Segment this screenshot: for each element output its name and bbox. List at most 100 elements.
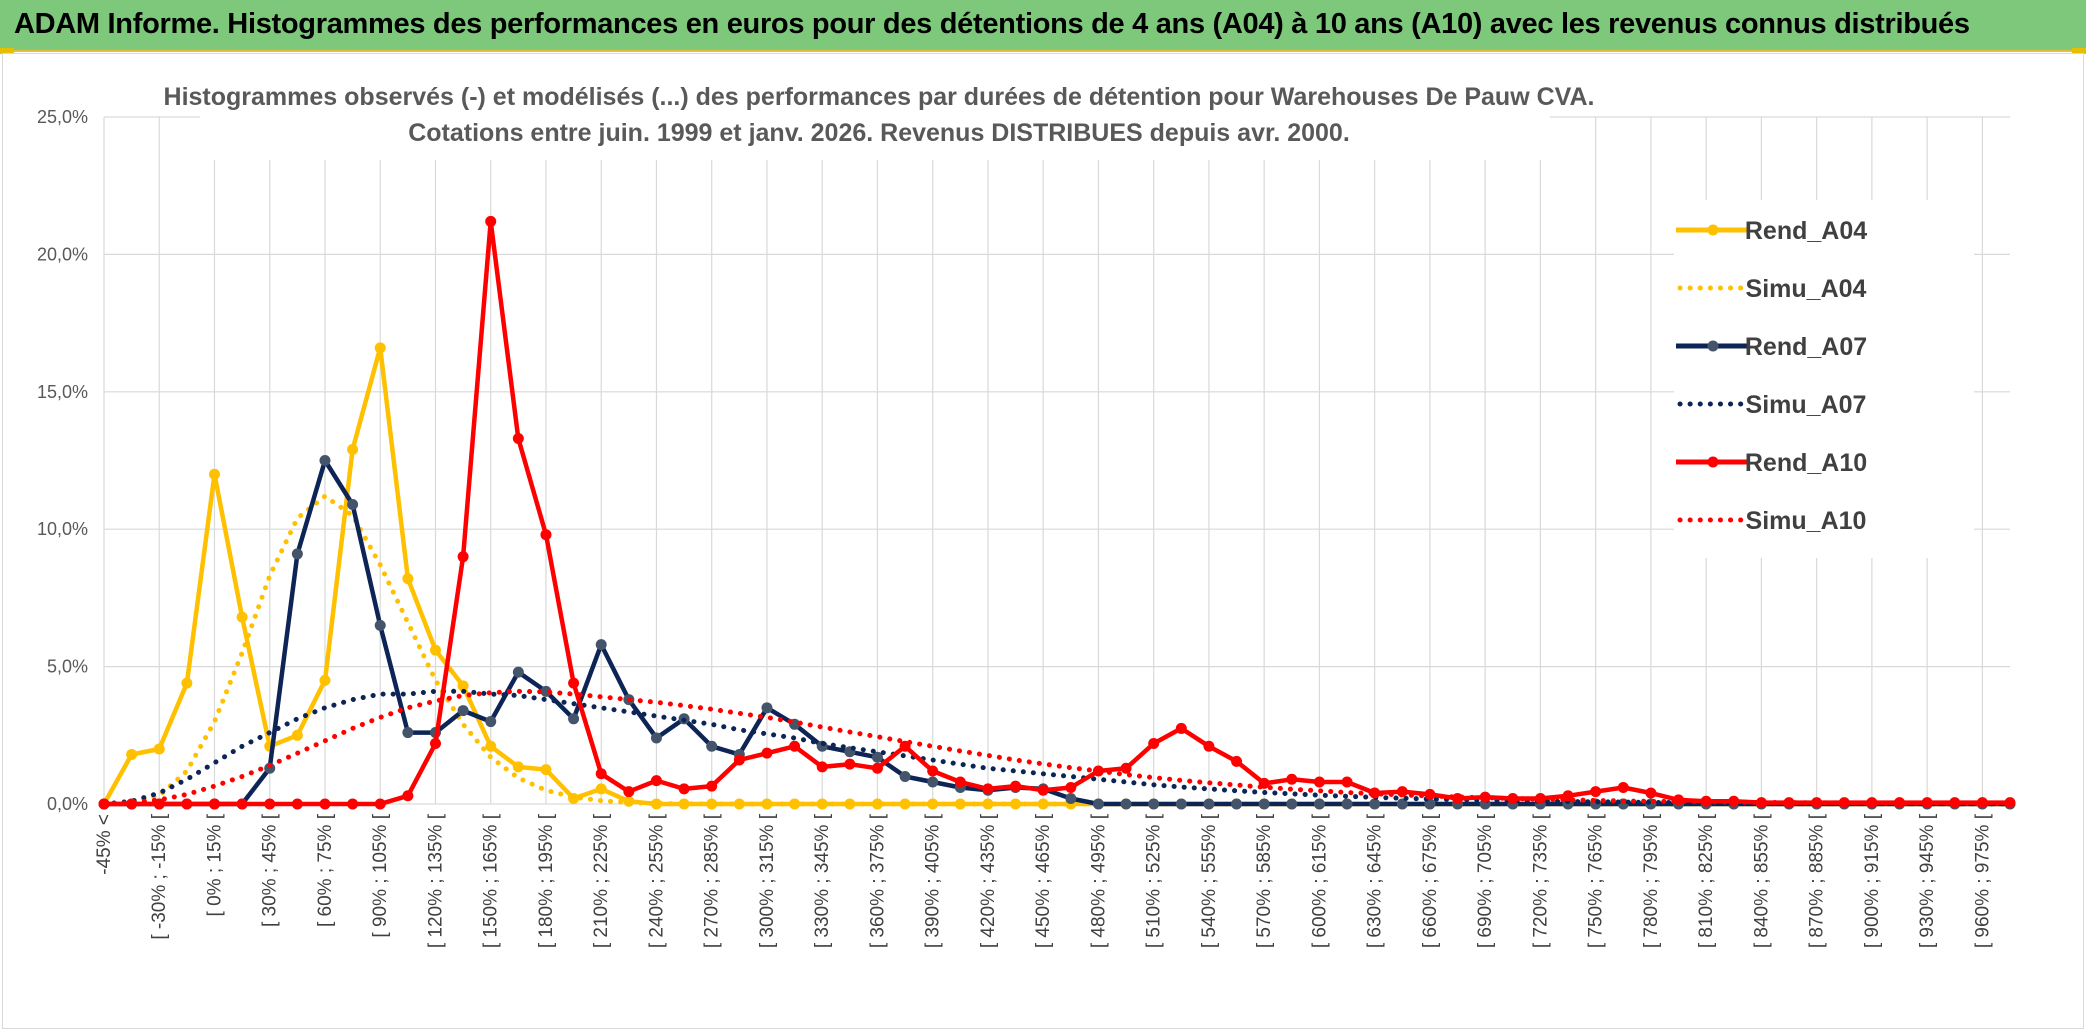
report-title: ADAM Informe. Histogrammes des performan…: [14, 8, 1970, 40]
data-point-rend_a10: [208, 798, 220, 810]
data-point-rend_a10: [429, 738, 441, 750]
data-point-rend_a10: [485, 215, 497, 227]
x-tick-label: [ 660% ; 675% [: [1420, 813, 1441, 948]
data-point-rend_a10: [512, 433, 524, 445]
legend-marker-rend_a04: [1707, 224, 1719, 236]
data-point-rend_a07: [457, 705, 469, 717]
data-point-rend_a10: [816, 761, 828, 773]
data-point-rend_a07: [1286, 798, 1298, 810]
data-point-rend_a07: [512, 666, 524, 678]
data-point-rend_a10: [623, 786, 635, 798]
data-point-rend_a04: [429, 644, 441, 656]
chart-legend: Rend_A04 Simu_A04 Rend_A07 Simu_A07 Rend_A10…: [1674, 200, 1974, 558]
x-tick-label: [ 450% ; 465% [: [1033, 813, 1054, 948]
x-tick-label: -45% <: [94, 814, 115, 875]
data-point-rend_a10: [678, 783, 690, 795]
data-point-rend_a07: [1175, 798, 1187, 810]
data-point-rend_a10: [1037, 784, 1049, 796]
data-point-rend_a04: [402, 573, 414, 585]
data-point-rend_a04: [181, 677, 193, 689]
x-tick-label: [ 630% ; 645% [: [1365, 813, 1386, 948]
x-tick-label: [ 150% ; 165% [: [481, 813, 502, 948]
data-point-rend_a10: [1203, 740, 1215, 752]
data-point-rend_a10: [1313, 776, 1325, 788]
data-point-rend_a10: [1231, 755, 1243, 767]
y-tick-label: 0,0%: [47, 794, 88, 814]
chart-series: [98, 215, 2016, 810]
x-tick-label: [ 960% ; 975% [: [1972, 813, 1993, 948]
data-point-rend_a10: [1120, 762, 1132, 774]
data-point-rend_a07: [1065, 793, 1077, 805]
legend-label-simu_a07: Simu_A07: [1746, 391, 1867, 419]
x-axis: -45% < [ -30% ; -15% [[ 0% ; 15% [[ 30% ;…: [94, 813, 1993, 948]
y-tick-label: 15,0%: [37, 382, 88, 402]
x-tick-label: [ 0% ; 15% [: [204, 813, 225, 916]
chart-title-line: Histogrammes observés (-) et modélisés (…: [164, 83, 1595, 111]
data-point-rend_a10: [1286, 773, 1298, 785]
data-point-rend_a10: [1341, 776, 1353, 788]
x-tick-label: [ 810% ; 825% [: [1696, 813, 1717, 948]
x-tick-label: [ 900% ; 915% [: [1862, 813, 1883, 948]
data-point-rend_a07: [1396, 798, 1408, 810]
data-point-rend_a07: [1120, 798, 1132, 810]
data-point-rend_a10: [457, 551, 469, 563]
data-point-rend_a10: [402, 790, 414, 802]
data-point-rend_a07: [899, 771, 911, 783]
x-tick-label: [ 60% ; 75% [: [315, 813, 336, 927]
series-line-simu_a10: [101, 688, 2013, 807]
data-point-rend_a10: [291, 798, 303, 810]
x-tick-label: [ 600% ; 615% [: [1309, 813, 1330, 948]
data-point-rend_a04: [153, 743, 165, 755]
data-point-rend_a04: [871, 798, 883, 810]
series-line-rend_a07: [104, 458, 2010, 807]
data-point-rend_a10: [761, 747, 773, 759]
data-point-rend_a07: [1258, 798, 1270, 810]
x-tick-label: [ 780% ; 795% [: [1641, 813, 1662, 948]
data-point-rend_a07: [374, 619, 386, 631]
data-point-rend_a07: [761, 702, 773, 714]
data-point-rend_a10: [927, 765, 939, 777]
data-point-rend_a07: [595, 639, 607, 651]
data-point-rend_a04: [954, 798, 966, 810]
data-point-rend_a07: [402, 727, 414, 739]
data-point-rend_a10: [181, 798, 193, 810]
y-tick-label: 10,0%: [37, 519, 88, 539]
data-point-rend_a10: [264, 798, 276, 810]
chart-title-background: [200, 74, 1550, 160]
data-point-rend_a04: [319, 674, 331, 686]
data-point-rend_a10: [1148, 738, 1160, 750]
data-point-rend_a10: [650, 775, 662, 787]
data-point-rend_a10: [954, 776, 966, 788]
data-point-rend_a10: [982, 783, 994, 795]
x-tick-label: [ 210% ; 225% [: [591, 813, 612, 948]
y-tick-label: 5,0%: [47, 657, 88, 677]
data-point-rend_a07: [347, 498, 359, 510]
data-point-rend_a04: [208, 468, 220, 480]
x-tick-label: [ -30% ; -15% [: [149, 813, 170, 939]
y-axis: 0,0% 5,0% 10,0% 15,0% 20,0% 25,0%: [37, 107, 88, 814]
data-point-rend_a10: [706, 780, 718, 792]
legend-background: [1674, 200, 1974, 558]
data-point-rend_a04: [512, 761, 524, 773]
data-point-rend_a10: [568, 677, 580, 689]
data-point-rend_a07: [485, 716, 497, 728]
x-tick-label: [ 930% ; 945% [: [1917, 813, 1938, 948]
data-point-rend_a07: [1369, 798, 1381, 810]
x-tick-label: [ 330% ; 345% [: [812, 813, 833, 948]
x-tick-label: [ 720% ; 735% [: [1530, 813, 1551, 948]
x-tick-label: [ 570% ; 585% [: [1254, 813, 1275, 948]
x-tick-label: [ 90% ; 105% [: [370, 813, 391, 937]
data-point-rend_a04: [485, 740, 497, 752]
x-tick-label: [ 240% ; 255% [: [646, 813, 667, 948]
data-point-rend_a04: [650, 798, 662, 810]
data-point-rend_a07: [291, 548, 303, 560]
chart-title: Histogrammes observés (-) et modélisés (…: [164, 74, 1595, 160]
data-point-rend_a10: [733, 754, 745, 766]
data-point-rend_a04: [540, 764, 552, 776]
report-banner: ADAM Informe. Histogrammes des performan…: [0, 0, 2086, 52]
data-point-rend_a07: [871, 751, 883, 763]
data-point-rend_a07: [706, 740, 718, 752]
y-tick-label: 25,0%: [37, 107, 88, 127]
data-point-rend_a10: [347, 798, 359, 810]
